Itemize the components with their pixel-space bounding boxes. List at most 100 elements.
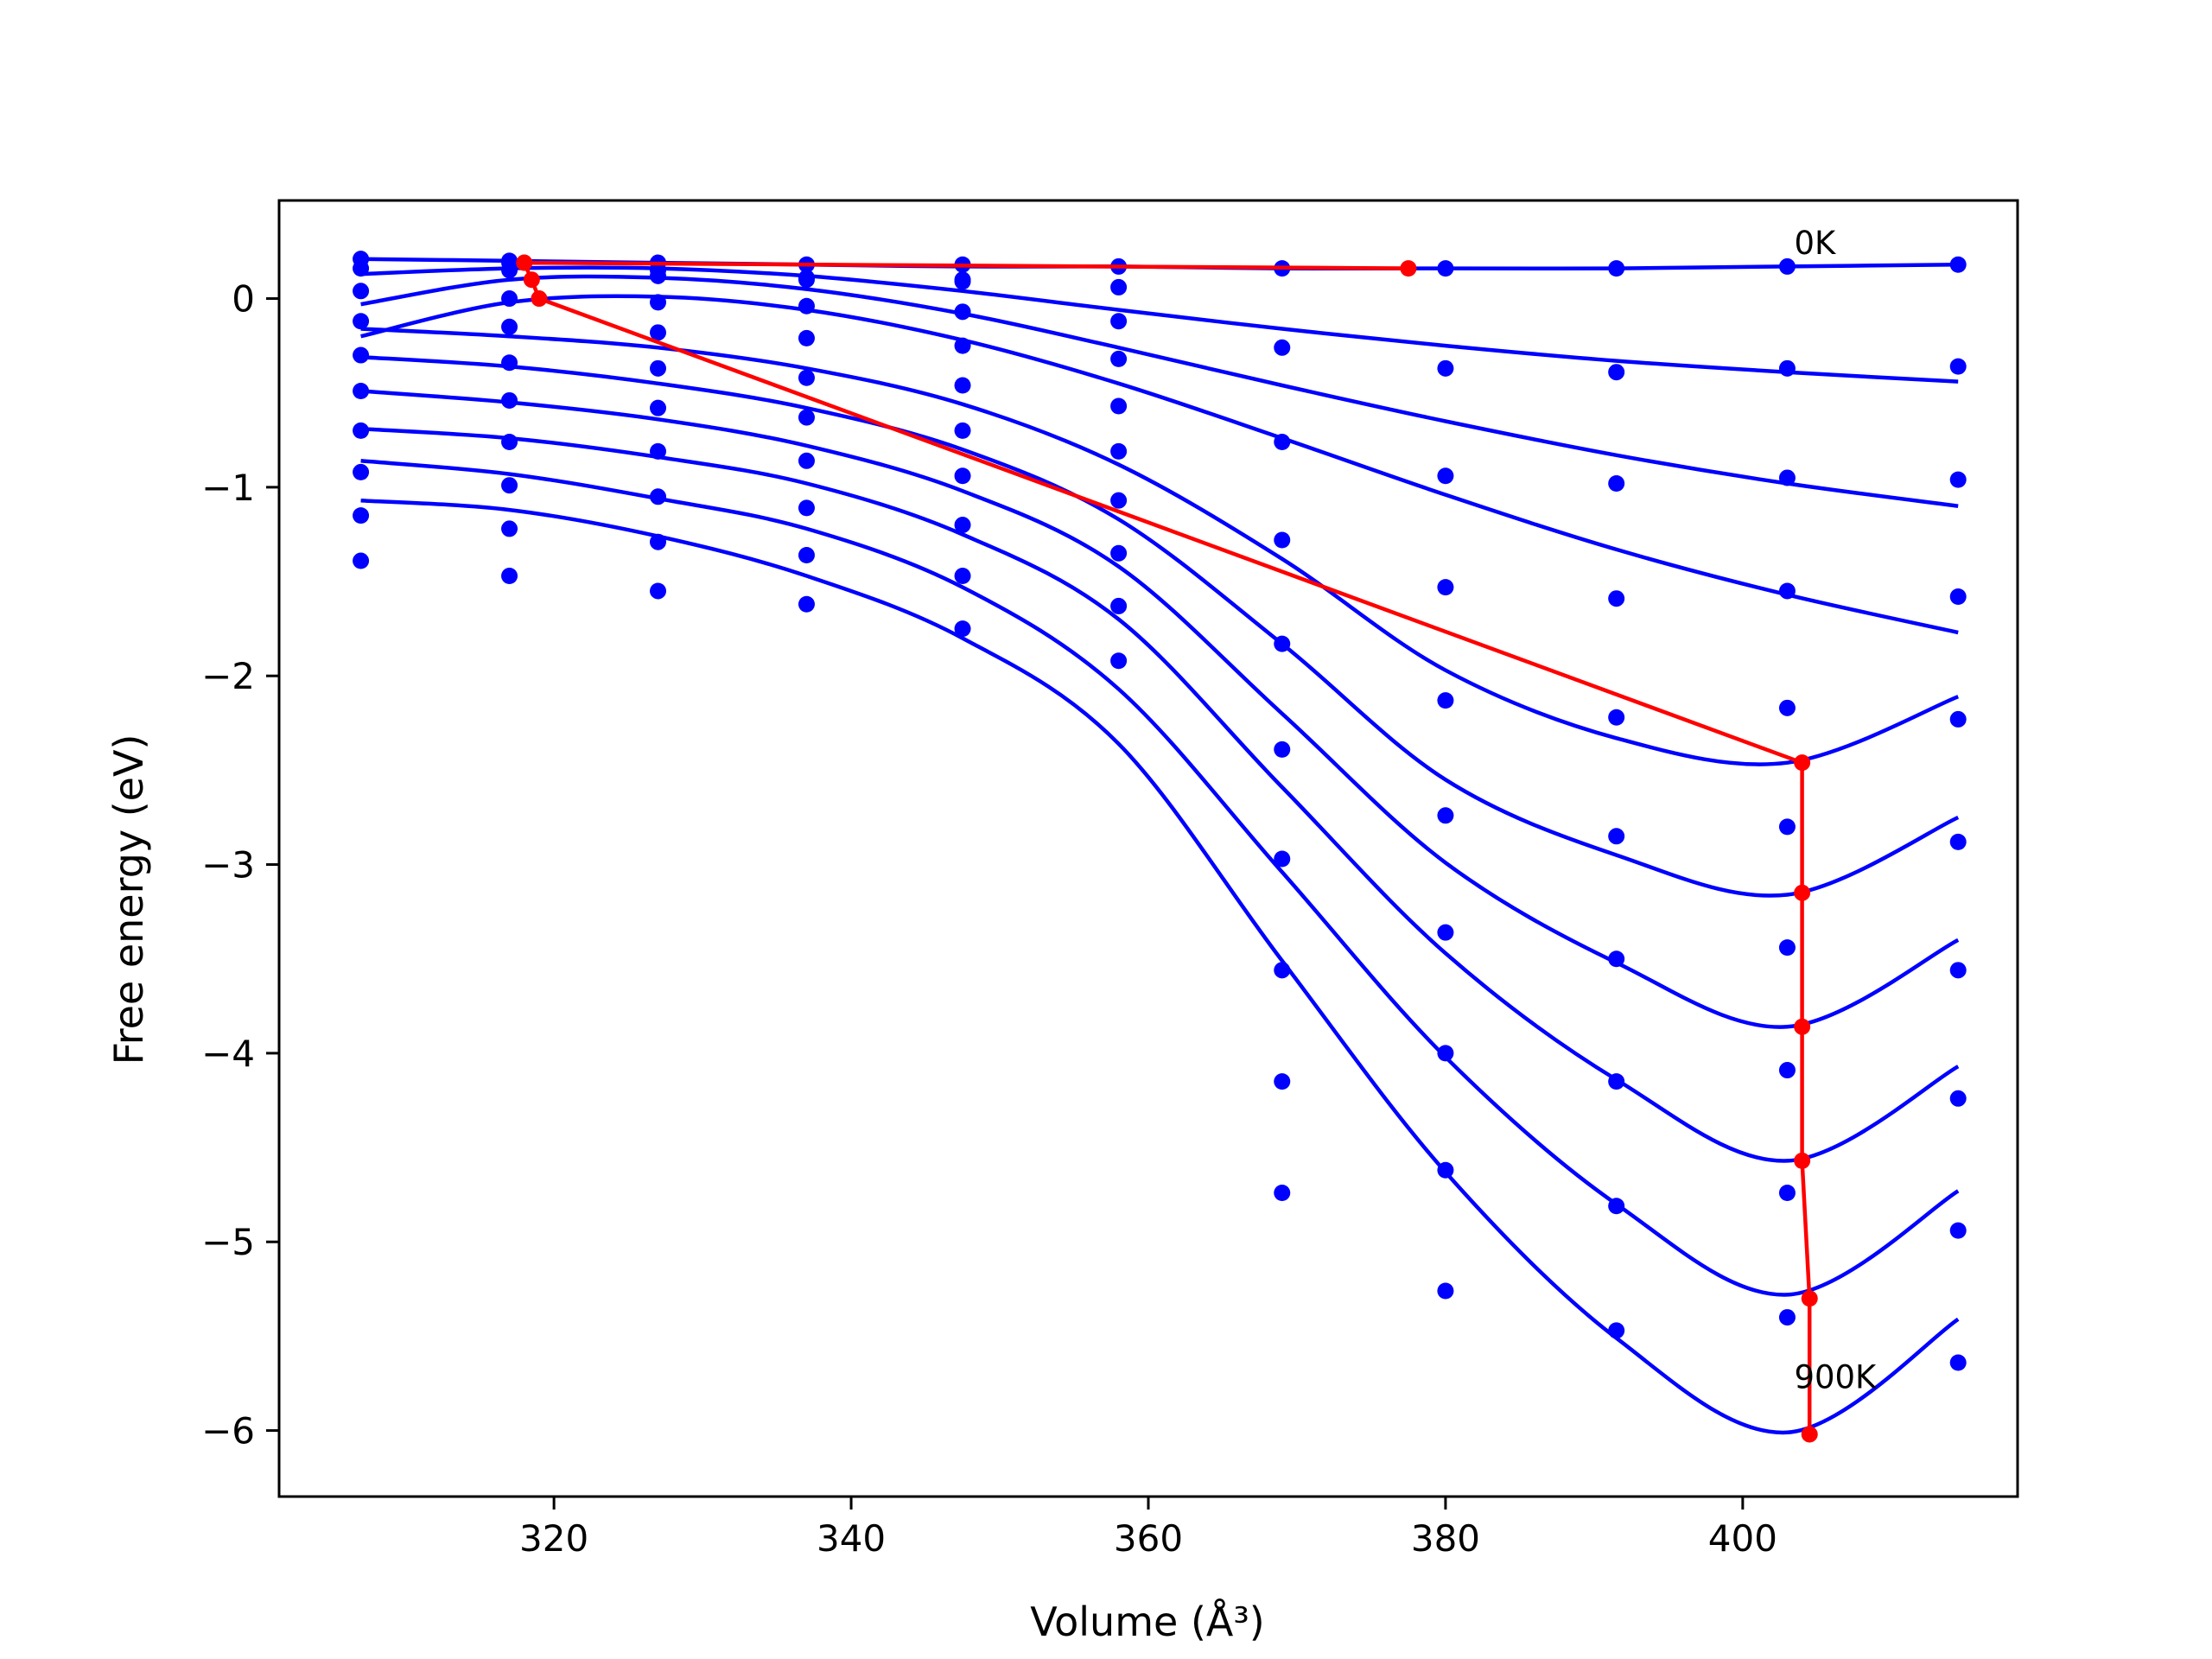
plot-area [353, 251, 1967, 1443]
data-point [1274, 531, 1291, 549]
data-point [1274, 850, 1291, 868]
data-point [798, 271, 815, 289]
data-point [1437, 1045, 1454, 1062]
minimum-point [1801, 1426, 1818, 1443]
data-point [501, 354, 518, 372]
data-point [650, 533, 667, 550]
data-point [798, 452, 815, 469]
data-point [954, 467, 971, 485]
x-tick-label: 400 [1708, 1517, 1777, 1560]
data-point [1437, 579, 1454, 596]
fit-curve-4 [360, 327, 1960, 766]
data-point [1949, 471, 1967, 488]
fit-curve-9 [360, 498, 1960, 1435]
y-tick-label: −4 [201, 1033, 255, 1075]
fit-curve-1 [360, 265, 1959, 384]
data-point [798, 369, 815, 386]
data-point [650, 442, 667, 460]
data-point [1778, 257, 1796, 275]
data-point [650, 582, 667, 600]
minimum-point [1400, 260, 1417, 277]
data-point [1949, 1090, 1967, 1107]
data-point [353, 463, 370, 480]
data-point [501, 318, 518, 335]
data-point [1608, 364, 1625, 381]
data-point [1274, 433, 1291, 450]
data-point [353, 313, 370, 330]
data-point [1778, 1184, 1796, 1201]
data-point [1608, 709, 1625, 726]
data-point [1110, 442, 1128, 460]
data-point [353, 383, 370, 400]
annotation-0k: 0K [1794, 225, 1837, 262]
minimum-point [1794, 754, 1811, 772]
data-point [501, 262, 518, 279]
x-tick-label: 320 [519, 1517, 588, 1560]
fit-curve-3 [360, 294, 1959, 635]
data-point [1110, 652, 1128, 670]
fit-curve-2 [360, 274, 1959, 508]
data-point [1608, 590, 1625, 607]
data-point [954, 337, 971, 354]
data-point [1274, 741, 1291, 758]
data-point [1949, 358, 1967, 375]
data-point [353, 346, 370, 364]
y-axis-ticks: 0 −1 −2 −3 −4 −5 −6 [201, 278, 279, 1452]
data-point [650, 267, 667, 284]
data-point [1949, 1222, 1967, 1239]
data-point [798, 546, 815, 563]
x-tick-label: 380 [1411, 1517, 1480, 1560]
data-point [501, 290, 518, 308]
fit-curve-5 [360, 354, 1960, 898]
y-tick-label: −5 [201, 1221, 255, 1263]
data-point [1437, 807, 1454, 824]
data-point [1437, 1161, 1454, 1179]
x-axis-label: Volume (Å³) [1030, 1599, 1265, 1645]
data-point [1274, 962, 1291, 979]
data-point [798, 595, 815, 613]
data-point [1778, 818, 1796, 836]
data-point [1110, 544, 1128, 562]
fit-curve-6 [360, 389, 1960, 1029]
data-point [1949, 256, 1967, 273]
data-point [1778, 469, 1796, 486]
data-point [650, 324, 667, 341]
data-point [1608, 1322, 1625, 1339]
data-point [1110, 397, 1128, 415]
data-point [1110, 313, 1128, 330]
data-point [650, 294, 667, 311]
fit-curve-8 [360, 459, 1960, 1297]
data-point [1437, 260, 1454, 277]
data-point [798, 297, 815, 315]
minimum-point [531, 290, 548, 308]
y-tick-label: −6 [201, 1410, 255, 1452]
y-axis-label: Free energy (eV) [105, 734, 152, 1065]
data-point [1274, 1073, 1291, 1090]
data-point [1110, 492, 1128, 509]
data-point [1608, 260, 1625, 277]
x-tick-label: 360 [1114, 1517, 1183, 1560]
minimum-point [516, 254, 533, 271]
data-point [1949, 1354, 1967, 1371]
data-point [353, 422, 370, 439]
minimum-point [1801, 1290, 1818, 1307]
data-point [954, 567, 971, 584]
data-point [1274, 339, 1291, 356]
data-point [1608, 1073, 1625, 1090]
data-point [1608, 1198, 1625, 1215]
annotation-900k: 900K [1794, 1358, 1878, 1395]
data-point [501, 391, 518, 409]
minimum-point [523, 271, 540, 289]
data-point [1110, 597, 1128, 614]
data-point [501, 477, 518, 494]
data-point [1949, 588, 1967, 606]
data-point [1949, 833, 1967, 850]
data-point [650, 488, 667, 505]
y-tick-label: −3 [201, 844, 255, 887]
data-point [1778, 939, 1796, 957]
data-point [1608, 950, 1625, 968]
axes-frame [277, 199, 2019, 1498]
data-point [798, 409, 815, 426]
x-axis-ticks: 320 340 360 380 400 [519, 1497, 1777, 1560]
